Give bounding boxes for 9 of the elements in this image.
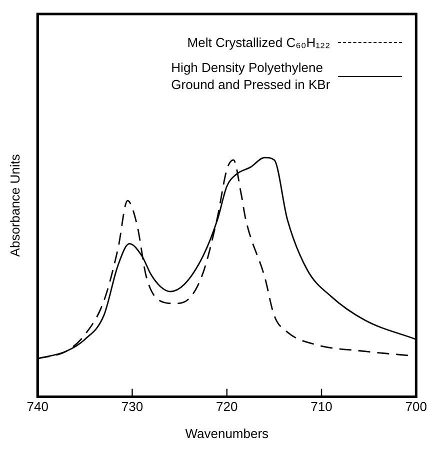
x-tick-label: 700 (405, 399, 428, 414)
x-tick-label: 720 (216, 399, 238, 414)
x-tick-label: 740 (26, 399, 48, 414)
x-tick-label: 730 (121, 399, 144, 414)
x-axis-title: Wavenumbers (185, 426, 270, 441)
x-tick-label: 710 (310, 399, 332, 414)
legend-label: High Density Polyethylene Ground and Pressed in KBr (171, 59, 330, 93)
y-axis-title: Absorbance Units (7, 154, 22, 257)
legend-label: Melt Crystallized C₆₀H₁₂₂ (187, 34, 330, 51)
